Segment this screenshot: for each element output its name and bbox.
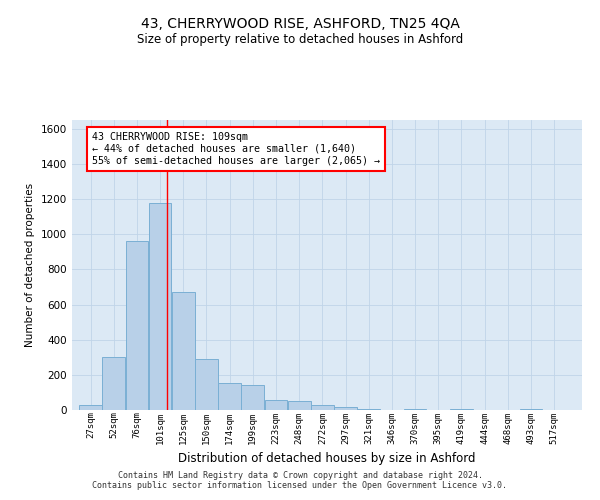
X-axis label: Distribution of detached houses by size in Ashford: Distribution of detached houses by size … bbox=[178, 452, 476, 465]
Bar bbox=[241, 386, 264, 410]
Text: 43 CHERRYWOOD RISE: 109sqm
← 44% of detached houses are smaller (1,640)
55% of s: 43 CHERRYWOOD RISE: 109sqm ← 44% of deta… bbox=[92, 132, 380, 166]
Bar bbox=[125, 242, 148, 410]
Bar bbox=[79, 405, 102, 410]
Bar bbox=[288, 401, 311, 410]
Bar bbox=[103, 358, 125, 410]
Text: Size of property relative to detached houses in Ashford: Size of property relative to detached ho… bbox=[137, 32, 463, 46]
Bar bbox=[334, 407, 357, 410]
Y-axis label: Number of detached properties: Number of detached properties bbox=[25, 183, 35, 347]
Bar bbox=[265, 400, 287, 410]
Bar bbox=[195, 359, 218, 410]
Text: 43, CHERRYWOOD RISE, ASHFORD, TN25 4QA: 43, CHERRYWOOD RISE, ASHFORD, TN25 4QA bbox=[140, 18, 460, 32]
Bar bbox=[218, 383, 241, 410]
Bar bbox=[149, 202, 172, 410]
Bar bbox=[172, 292, 194, 410]
Text: Contains HM Land Registry data © Crown copyright and database right 2024.
Contai: Contains HM Land Registry data © Crown c… bbox=[92, 470, 508, 490]
Bar bbox=[311, 404, 334, 410]
